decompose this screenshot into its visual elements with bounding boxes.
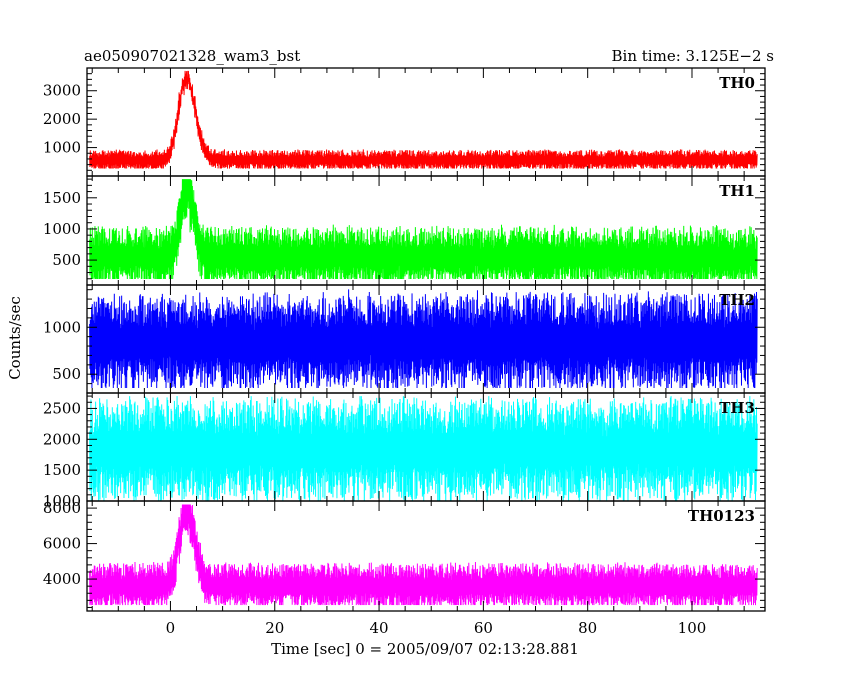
series-line-th2 [89, 289, 758, 388]
x-tick-label: 60 [474, 619, 493, 637]
series-line-th0 [89, 70, 758, 169]
y-tick-label: 1000 [43, 318, 81, 336]
x-tick-label: 80 [578, 619, 597, 637]
series-label-th2: TH2 [719, 291, 755, 309]
series-line-th3 [89, 396, 758, 501]
x-tick-label: 0 [166, 619, 176, 637]
y-tick-label: 6000 [43, 535, 81, 553]
y-tick-label: 1500 [43, 189, 81, 207]
y-tick-label: 2000 [43, 430, 81, 448]
series-line-th1 [89, 179, 758, 280]
panel-frame [86, 500, 766, 612]
y-tick-label: 1000 [43, 492, 81, 510]
series-label-th1: TH1 [719, 182, 755, 200]
series-label-th0123: TH0123 [688, 507, 755, 525]
series-label-th0: TH0 [719, 74, 755, 92]
x-axis-label: Time [sec] 0 = 2005/09/07 02:13:28.881 [271, 640, 579, 658]
bin-time-label: Bin time: 3.125E−2 s [612, 47, 774, 65]
y-tick-label: 1000 [43, 220, 81, 238]
x-tick-label: 40 [370, 619, 389, 637]
y-tick-label: 2000 [43, 110, 81, 128]
series-label-th3: TH3 [719, 399, 755, 417]
x-tick-label: 100 [678, 619, 707, 637]
y-axis-label: Counts/sec [6, 296, 24, 380]
y-tick-label: 1000 [43, 139, 81, 157]
y-tick-label: 8000 [43, 499, 81, 517]
chart-title: ae050907021328_wam3_bst [84, 47, 300, 65]
series-line-th0123 [89, 504, 758, 606]
x-tick-label: 20 [265, 619, 284, 637]
y-tick-label: 3000 [43, 82, 81, 100]
y-tick-label: 500 [52, 365, 81, 383]
y-tick-label: 2500 [43, 399, 81, 417]
y-tick-label: 1500 [43, 461, 81, 479]
y-tick-label: 500 [52, 251, 81, 269]
y-tick-label: 4000 [43, 570, 81, 588]
